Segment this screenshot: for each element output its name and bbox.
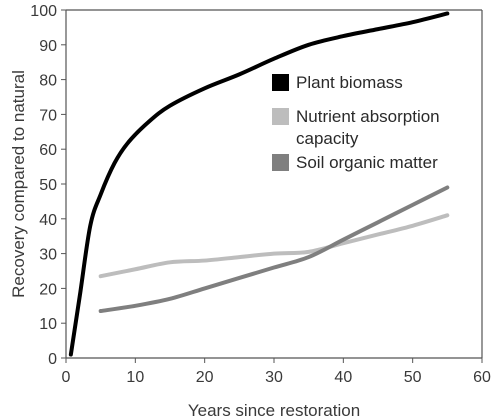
legend-label-nutrient-absorption-capacity: capacity [296, 129, 359, 148]
legend-label-soil-organic-matter: Soil organic matter [296, 153, 438, 172]
x-tick-label: 50 [404, 369, 422, 386]
y-tick-label: 50 [39, 177, 57, 194]
y-tick-label: 80 [39, 73, 57, 90]
series-group [68, 11, 450, 357]
legend-swatch-nutrient-absorption-capacity [272, 108, 289, 125]
x-tick-label: 0 [62, 369, 71, 386]
legend-swatch-plant-biomass [272, 74, 289, 91]
x-tick-label: 30 [265, 369, 283, 386]
series-line-plant-biomass [68, 11, 450, 357]
series-line-soil-organic-matter [98, 185, 450, 314]
y-tick-label: 30 [39, 247, 57, 264]
legend: Plant biomass Nutrient absorption capacity… [272, 73, 440, 172]
y-tick-label: 100 [30, 3, 57, 20]
x-tick-label: 10 [126, 369, 144, 386]
y-tick-label: 60 [39, 142, 57, 159]
x-tick-label: 20 [196, 369, 214, 386]
axes: 0 10 20 30 40 50 60 0 10 20 30 40 50 60 70 80 90 100 [30, 3, 491, 386]
y-tick-label: 90 [39, 38, 57, 55]
x-tick-label: 40 [334, 369, 352, 386]
y-tick-label: 70 [39, 107, 57, 124]
y-tick-label: 0 [48, 351, 57, 368]
series-line-nutrient-absorption-capacity [98, 213, 450, 279]
legend-label-plant-biomass: Plant biomass [296, 73, 403, 92]
legend-swatch-soil-organic-matter [272, 154, 289, 171]
y-tick-label: 20 [39, 281, 57, 298]
y-tick-label: 40 [39, 212, 57, 229]
legend-label-nutrient-absorption-capacity: Nutrient absorption [296, 107, 440, 126]
x-tick-label: 60 [473, 369, 491, 386]
x-axis-title: Years since restoration [188, 401, 360, 420]
y-axis-title: Recovery compared to natural [9, 70, 28, 298]
y-tick-label: 10 [39, 316, 57, 333]
